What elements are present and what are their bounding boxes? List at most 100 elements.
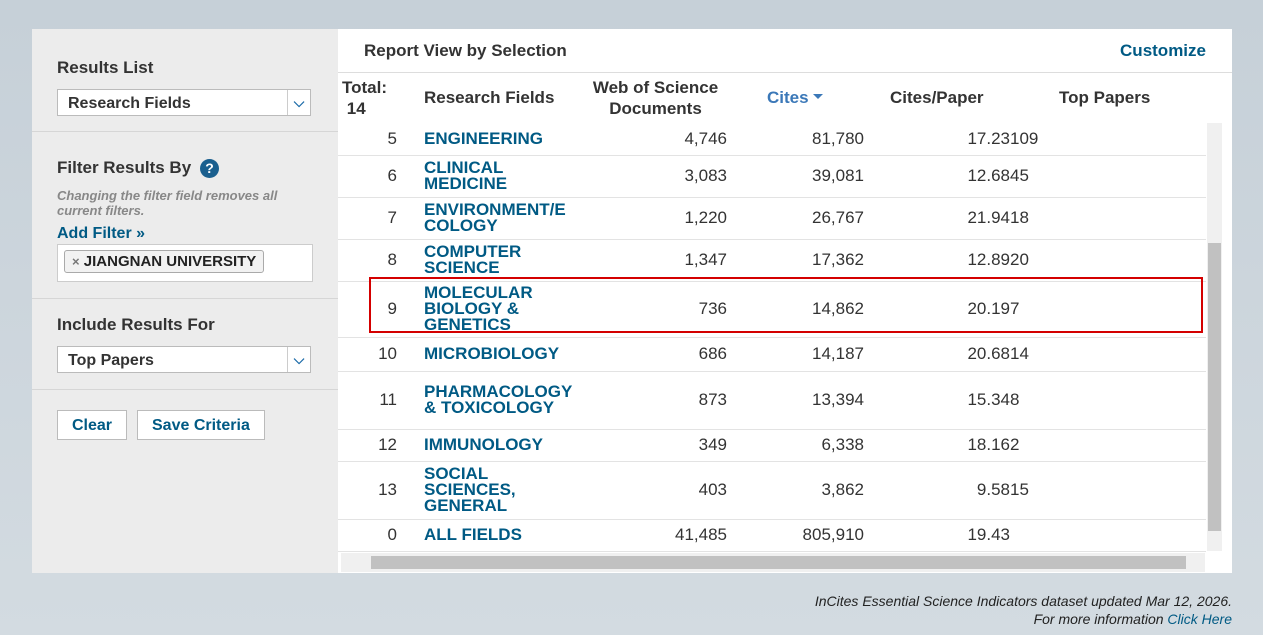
table-row: 10 MICROBIOLOGY 686 14,187 20.68 14 bbox=[338, 337, 1206, 372]
top-papers-bar: 18 bbox=[1010, 208, 1206, 228]
rank: 12 bbox=[338, 429, 397, 462]
cites: 26,767 bbox=[727, 197, 864, 240]
bar-label: 14 bbox=[1010, 344, 1029, 363]
documents: 4,746 bbox=[575, 123, 727, 156]
report: Report View by Selection Customize Total… bbox=[338, 29, 1232, 573]
highlight-box bbox=[369, 277, 1203, 333]
bar-label: 109 bbox=[1010, 128, 1039, 148]
field-cell: MOLECULAR BIOLOGY & GENETICS bbox=[397, 281, 575, 338]
bar-label: 20 bbox=[1010, 250, 1029, 269]
field-link[interactable]: ENGINEERING bbox=[424, 128, 544, 148]
add-filter[interactable]: Add Filter » bbox=[57, 225, 146, 242]
label: Include Results For bbox=[57, 315, 215, 334]
button[interactable]: Save Criteria bbox=[137, 410, 265, 440]
top-papers-cell: 20 bbox=[1010, 239, 1206, 282]
field-link[interactable]: COMPUTER SCIENCE bbox=[424, 242, 522, 277]
top-papers-bar: 7 bbox=[1010, 299, 1206, 319]
help-icon[interactable]: ? bbox=[200, 159, 219, 178]
bar-label: 8 bbox=[1010, 390, 1020, 409]
h-thumb[interactable] bbox=[371, 556, 1186, 569]
header[interactable]: Top Papers bbox=[1059, 88, 1151, 107]
sort-caret bbox=[812, 93, 823, 104]
table-row: 9 MOLECULAR BIOLOGY & GENETICS 736 14,862 20… bbox=[338, 281, 1206, 338]
cites-per-paper: 21.94 bbox=[864, 197, 1010, 240]
separator bbox=[32, 131, 338, 132]
field-link[interactable]: ENVIRONMENT/ECOLOGY bbox=[424, 200, 566, 235]
header[interactable]: Cites/Paper bbox=[890, 88, 984, 107]
cites-per-paper: 17.23 bbox=[864, 123, 1010, 156]
table-row: 0 ALL FIELDS 41,485 805,910 19.43 628 bbox=[338, 519, 1206, 552]
label: Results List bbox=[57, 58, 154, 77]
field-link[interactable]: CLINICAL MEDICINE bbox=[424, 158, 508, 193]
table-row: 5 ENGINEERING 4,746 81,780 17.23 109 bbox=[338, 123, 1206, 156]
header[interactable]: Research Fields bbox=[424, 88, 555, 107]
report-title: Report View by Selection bbox=[364, 41, 567, 60]
field-link[interactable]: MICROBIOLOGY bbox=[424, 344, 560, 363]
field-cell: SOCIAL SCIENCES, GENERAL bbox=[397, 461, 575, 520]
cites-per-paper: 20.68 bbox=[864, 337, 1010, 372]
field-link[interactable]: ALL FIELDS bbox=[424, 525, 522, 544]
cites: 14,862 bbox=[727, 281, 864, 338]
table-row: 12 IMMUNOLOGY 349 6,338 18.16 2 bbox=[338, 429, 1206, 462]
top-papers-cell: 8 bbox=[1010, 371, 1206, 430]
cites: 14,187 bbox=[727, 337, 864, 372]
chip-remove[interactable]: × bbox=[72, 254, 80, 269]
rank: 9 bbox=[338, 281, 397, 338]
top-papers-bar: 109 bbox=[1010, 129, 1206, 149]
field-link[interactable]: IMMUNOLOGY bbox=[424, 435, 543, 454]
documents: 3,083 bbox=[575, 155, 727, 198]
rank: 5 bbox=[338, 123, 397, 156]
table-row: 13 SOCIAL SCIENCES, GENERAL 403 3,862 9.58 15 bbox=[338, 461, 1206, 520]
field-link[interactable]: SOCIAL SCIENCES, GENERAL bbox=[424, 464, 516, 515]
header[interactable]: Web of Science Documents bbox=[592, 78, 719, 118]
dropdown-value: Top Papers bbox=[68, 352, 154, 369]
top-papers-cell: 45 bbox=[1010, 155, 1206, 198]
field-cell: COMPUTER SCIENCE bbox=[397, 239, 575, 282]
top-papers-cell: 2 bbox=[1010, 429, 1206, 462]
footer-link[interactable]: Click Here bbox=[1167, 611, 1232, 627]
table-row: 7 ENVIRONMENT/ECOLOGY 1,220 26,767 21.94 18 bbox=[338, 197, 1206, 240]
documents: 349 bbox=[575, 429, 727, 462]
documents: 1,220 bbox=[575, 197, 727, 240]
button[interactable]: Clear bbox=[57, 410, 128, 440]
field-link[interactable]: MOLECULAR BIOLOGY & GENETICS bbox=[424, 283, 533, 334]
dropdown[interactable]: Top Papers ⌵ bbox=[57, 346, 311, 373]
top-papers-bar: 45 bbox=[1010, 166, 1206, 186]
top-papers-cell: 7 bbox=[1010, 281, 1206, 338]
note: Changing the filter field removes all cu… bbox=[57, 188, 278, 218]
bar-label: 18 bbox=[1010, 208, 1029, 227]
v-scrollbar[interactable] bbox=[1207, 123, 1222, 551]
cites: 6,338 bbox=[727, 429, 864, 462]
rank: 6 bbox=[338, 155, 397, 198]
top-papers-bar: 2 bbox=[1010, 435, 1206, 455]
h-scrollbar[interactable] bbox=[341, 553, 1205, 572]
field-link[interactable]: PHARMACOLOGY & TOXICOLOGY bbox=[424, 382, 572, 417]
top-papers-bar: 628 bbox=[1010, 525, 1206, 545]
field-cell: ALL FIELDS bbox=[397, 519, 575, 552]
top-papers-cell: 18 bbox=[1010, 197, 1206, 240]
footer-note: InCites Essential Science Indicators dat… bbox=[814, 593, 1232, 609]
documents: 403 bbox=[575, 461, 727, 520]
field-cell: PHARMACOLOGY & TOXICOLOGY bbox=[397, 371, 575, 430]
separator bbox=[32, 389, 338, 390]
rank: 13 bbox=[338, 461, 397, 520]
sidebar: Results List Research Fields ⌵ Filter Res… bbox=[32, 29, 338, 573]
cites-per-paper: 20.19 bbox=[864, 281, 1010, 338]
v-thumb[interactable] bbox=[1208, 243, 1221, 531]
dropdown[interactable]: Research Fields ⌵ bbox=[57, 89, 311, 116]
chevron: ⌵ bbox=[287, 347, 310, 372]
bar-label: 628 bbox=[1010, 525, 1039, 544]
filter-chip[interactable]: × JIANGNAN UNIVERSITY bbox=[64, 250, 265, 273]
field-cell: IMMUNOLOGY bbox=[397, 429, 575, 462]
separator bbox=[338, 72, 1232, 73]
documents: 736 bbox=[575, 281, 727, 338]
customize[interactable]: Customize bbox=[1120, 41, 1206, 60]
rank: 10 bbox=[338, 337, 397, 372]
header[interactable]: Cites bbox=[767, 87, 823, 108]
documents: 873 bbox=[575, 371, 727, 430]
table-row: 11 PHARMACOLOGY & TOXICOLOGY 873 13,394 15.3… bbox=[338, 371, 1206, 430]
chip-label: JIANGNAN UNIVERSITY bbox=[83, 253, 257, 270]
filter-box: × JIANGNAN UNIVERSITY bbox=[57, 244, 313, 282]
top-papers-cell: 628 bbox=[1010, 519, 1206, 552]
